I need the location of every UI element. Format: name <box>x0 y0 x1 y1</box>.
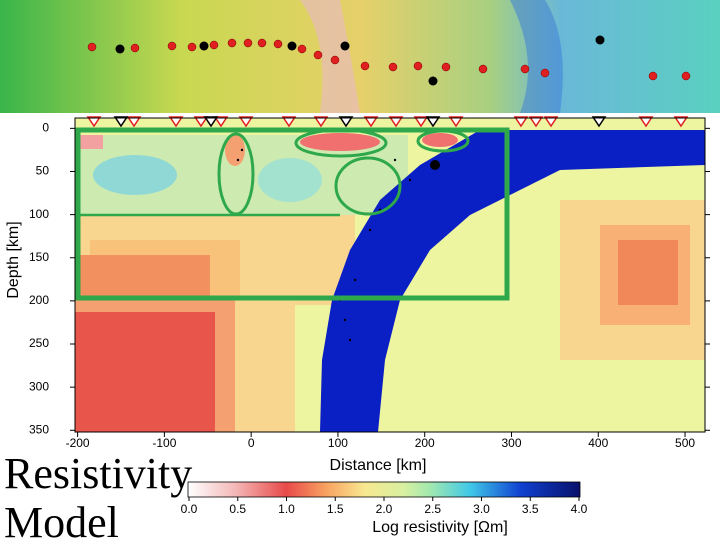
y-tick-label: 150 <box>29 250 49 264</box>
colorbar-tick-label: 3.0 <box>473 502 490 516</box>
colorbar-tick-label: 2.5 <box>424 502 441 516</box>
x-tick-label: 400 <box>588 436 608 450</box>
slide-title: Model <box>4 498 119 540</box>
colorbar-tick-label: 1.0 <box>278 502 295 516</box>
y-tick-label: 250 <box>29 336 49 350</box>
slide-title: Resistivity <box>4 449 192 498</box>
x-tick-label: 300 <box>501 436 521 450</box>
x-tick-label: 500 <box>675 436 695 450</box>
y-tick-label: 350 <box>29 422 49 436</box>
y-tick-label: 50 <box>36 164 50 178</box>
colorbar-label: Log resistivity [Ωm] <box>372 519 508 536</box>
x-tick-label: 200 <box>415 436 435 450</box>
topography-map <box>0 0 720 113</box>
resistivity-section <box>74 116 706 433</box>
x-tick-label: 100 <box>328 436 348 450</box>
colorbar-tick-label: 2.0 <box>376 502 393 516</box>
y-tick-label: 300 <box>29 379 49 393</box>
y-tick-label: 0 <box>42 121 49 135</box>
colorbar-tick-label: 3.5 <box>522 502 539 516</box>
y-axis-label: Depth [km] <box>5 221 22 298</box>
colorbar <box>187 481 581 498</box>
x-tick-label: -100 <box>152 436 176 450</box>
x-tick-label: -200 <box>66 436 90 450</box>
colorbar-tick-label: 0.5 <box>229 502 246 516</box>
y-tick-label: 100 <box>29 207 49 221</box>
colorbar-tick-label: 1.5 <box>327 502 344 516</box>
x-tick-label: 0 <box>248 436 255 450</box>
x-axis-label: Distance [km] <box>330 457 427 474</box>
colorbar-tick-label: 0.0 <box>181 502 198 516</box>
colorbar-tick-label: 4.0 <box>571 502 588 516</box>
y-tick-label: 200 <box>29 293 49 307</box>
